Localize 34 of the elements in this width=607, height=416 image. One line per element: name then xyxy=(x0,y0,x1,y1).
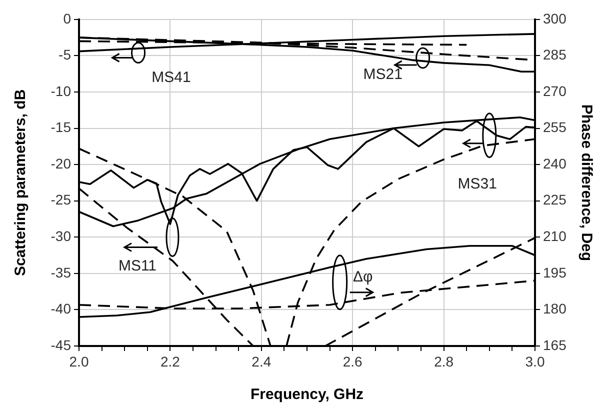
y2-tick-label: 210 xyxy=(543,228,567,244)
annotation: Δφ xyxy=(352,268,373,286)
x-tick-label: 2.8 xyxy=(434,353,454,370)
annotation: MS21 xyxy=(363,66,402,84)
annotation: MS31 xyxy=(458,175,497,192)
y2-tick-label: 255 xyxy=(543,119,567,136)
y-tick-label: -45 xyxy=(50,336,72,353)
y-tick-label: 0 xyxy=(63,10,72,26)
y2-tick-label: 270 xyxy=(543,82,567,99)
y-tick-label: -35 xyxy=(50,264,72,280)
y-tick-label: -30 xyxy=(50,228,72,244)
y-tick-label: -10 xyxy=(50,82,72,99)
y-axis-title: Scattering parameters, dB xyxy=(12,89,30,276)
y-tick-label: -40 xyxy=(50,300,72,317)
y2-tick-label: 240 xyxy=(543,155,567,172)
y2-tick-label: 225 xyxy=(543,192,567,208)
y-tick-label: -15 xyxy=(50,119,72,136)
y2-tick-label: 180 xyxy=(543,300,567,317)
y-tick-label: -25 xyxy=(50,192,72,208)
x-tick-label: 2.4 xyxy=(252,353,272,370)
y2-axis-title: Phase difference, Deg xyxy=(578,104,595,262)
y2-tick-label: 165 xyxy=(543,336,567,353)
x-tick-label: 3.0 xyxy=(525,353,545,370)
x-tick-label: 2.2 xyxy=(160,353,180,370)
x-tick-label: 2.0 xyxy=(69,353,89,370)
y2-tick-label: 195 xyxy=(543,264,567,280)
annotation: MS41 xyxy=(152,68,191,86)
y-tick-label: -20 xyxy=(50,155,72,172)
annotation: MS11 xyxy=(118,257,157,274)
y-tick-label: -5 xyxy=(58,46,72,63)
x-tick-label: 2.6 xyxy=(342,353,363,370)
y2-tick-label: 285 xyxy=(543,46,567,63)
x-axis-title: Frequency, GHz xyxy=(250,386,364,404)
y2-tick-label: 300 xyxy=(543,10,567,26)
